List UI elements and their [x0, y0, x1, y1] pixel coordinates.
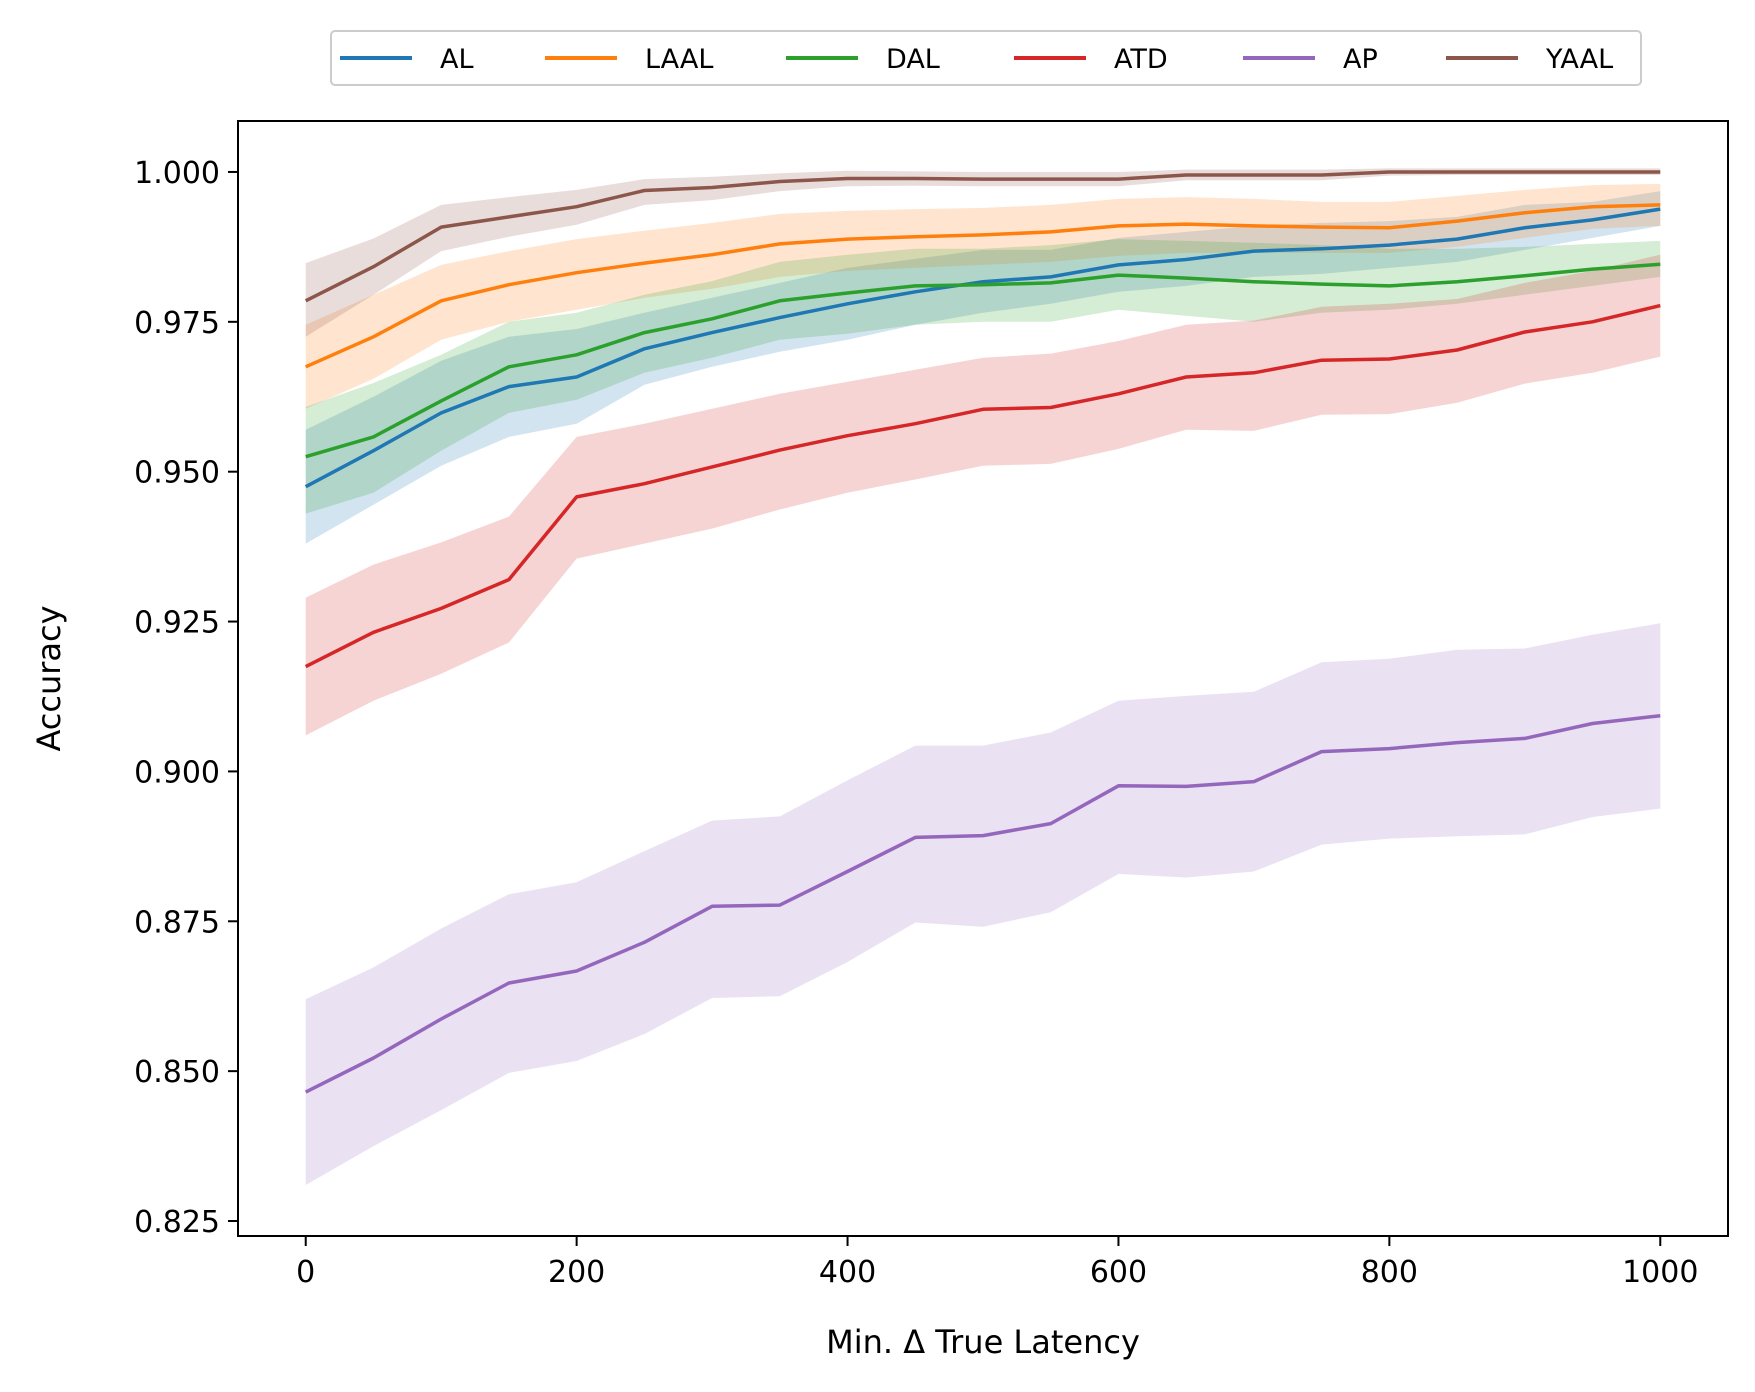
y-tick-label: 0.825 [134, 1205, 220, 1240]
x-tick-label: 200 [548, 1255, 605, 1290]
y-tick-label: 0.900 [134, 755, 220, 790]
band-atd [305, 254, 1661, 736]
y-tick-label: 1.000 [134, 156, 220, 191]
legend-label-laal: LAAL [645, 44, 713, 75]
y-axis-ticks: 0.825 0.850 0.875 0.900 0.925 0.950 0.975 1.000 [134, 156, 238, 1240]
x-tick-label: 0 [296, 1255, 315, 1290]
plot-frame [237, 120, 1729, 1237]
line-laal [304, 203, 1661, 369]
y-axis-label: Accuracy [30, 605, 68, 751]
band-dal [305, 239, 1661, 514]
x-tick-label: 600 [1090, 1255, 1147, 1290]
x-tick-label: 800 [1361, 1255, 1418, 1290]
line-al [304, 207, 1661, 489]
y-tick-label: 0.975 [134, 306, 220, 341]
band-laal [305, 183, 1661, 409]
y-tick-label: 0.875 [134, 905, 220, 940]
y-tick-label: 0.850 [134, 1055, 220, 1090]
x-axis-label: Min. Δ True Latency [826, 1323, 1140, 1361]
x-tick-label: 400 [819, 1255, 876, 1290]
legend-box [330, 30, 1642, 86]
line-dal [305, 262, 1661, 459]
line-yaal [304, 170, 1661, 303]
series-lines [304, 170, 1661, 1094]
legend-label-ap: AP [1343, 44, 1378, 75]
y-tick-label: 0.925 [134, 606, 220, 641]
band-ap [305, 623, 1661, 1185]
legend-label-al: AL [440, 44, 474, 75]
line-atd [304, 303, 1661, 669]
confidence-bands [305, 168, 1661, 1185]
x-tick-label: 1000 [1622, 1255, 1698, 1290]
legend-label-atd: ATD [1114, 44, 1168, 75]
legend-label-yaal: YAAL [1545, 44, 1613, 75]
y-tick-label: 0.950 [134, 456, 220, 491]
line-ap [304, 713, 1661, 1094]
legend: AL LAAL DAL ATD AP YAAL [330, 30, 1642, 86]
x-axis-ticks: 0 200 400 600 800 1000 [296, 1236, 1698, 1290]
legend-label-dal: DAL [886, 44, 940, 75]
